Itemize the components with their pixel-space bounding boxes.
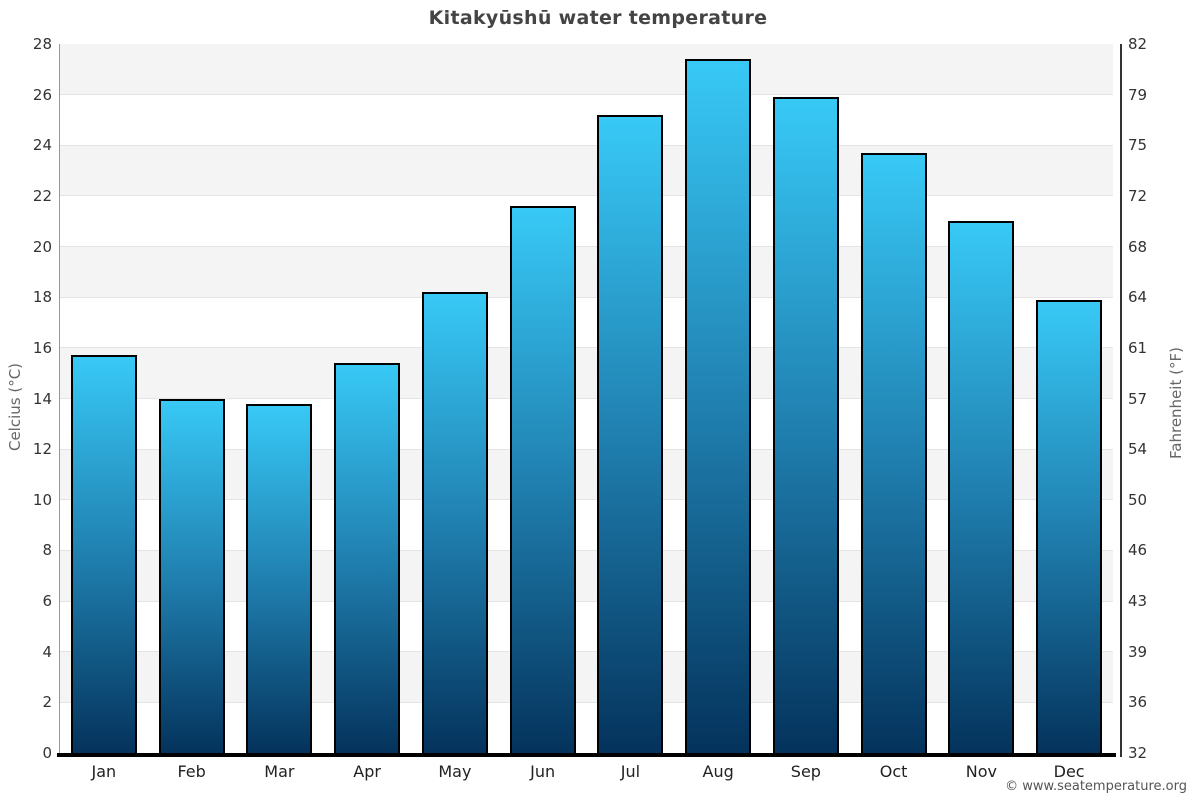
- bar-oct: [860, 152, 927, 753]
- bar-jun: [509, 206, 576, 753]
- gridline: [60, 246, 1113, 248]
- plot-band: [60, 195, 1113, 247]
- y-tick-fahrenheit-79: 79: [1128, 85, 1148, 104]
- y-tick-fahrenheit-75: 75: [1128, 136, 1148, 155]
- plot-band: [60, 398, 1113, 450]
- plot-band: [60, 601, 1113, 652]
- y-tick-fahrenheit-64: 64: [1128, 288, 1148, 307]
- y-tick-celsius-10: 10: [32, 490, 52, 509]
- gridline: [60, 549, 1113, 551]
- y-tick-celsius-2: 2: [42, 693, 52, 712]
- y-tick-celsius-12: 12: [32, 440, 52, 459]
- plot-band: [60, 347, 1113, 399]
- gridline: [60, 347, 1113, 349]
- bar-feb: [158, 398, 225, 753]
- gridline: [60, 651, 1113, 653]
- month-label-feb: Feb: [177, 762, 206, 781]
- y-tick-fahrenheit-46: 46: [1128, 541, 1148, 560]
- y-tick-celsius-24: 24: [32, 136, 52, 155]
- month-label-mar: Mar: [264, 762, 295, 781]
- bar-aug: [685, 59, 752, 753]
- gridline: [60, 94, 1113, 96]
- y-tick-fahrenheit-50: 50: [1128, 490, 1148, 509]
- y-tick-fahrenheit-54: 54: [1128, 440, 1148, 459]
- y-tick-celsius-22: 22: [32, 186, 52, 205]
- y-tick-fahrenheit-57: 57: [1128, 389, 1148, 408]
- y-tick-celsius-0: 0: [42, 744, 52, 762]
- bar-apr: [334, 363, 401, 753]
- plot-band: [60, 145, 1113, 196]
- y-tick-celsius-18: 18: [32, 288, 52, 307]
- month-label-sep: Sep: [790, 762, 821, 781]
- bar-mar: [246, 403, 313, 753]
- plot-band: [60, 651, 1113, 703]
- y-tick-celsius-26: 26: [32, 85, 52, 104]
- chart-title: Kitakyūshū water temperature: [428, 7, 768, 29]
- gridline: [60, 499, 1113, 501]
- y-tick-fahrenheit-61: 61: [1128, 338, 1148, 357]
- month-label-dec: Dec: [1053, 762, 1085, 781]
- y-tick-fahrenheit-43: 43: [1128, 592, 1148, 611]
- y-tick-celsius-16: 16: [32, 338, 52, 357]
- y-tick-celsius-20: 20: [32, 237, 52, 256]
- bar-jan: [70, 355, 137, 753]
- gridline: [60, 448, 1113, 450]
- y-tick-fahrenheit-72: 72: [1128, 186, 1148, 205]
- month-label-may: May: [438, 762, 472, 781]
- month-label-aug: Aug: [702, 762, 734, 781]
- bar-sep: [772, 97, 839, 753]
- gridline: [60, 195, 1113, 197]
- month-label-nov: Nov: [965, 762, 997, 781]
- month-label-jan: Jan: [91, 762, 117, 781]
- plot-band: [60, 44, 1113, 95]
- y-tick-fahrenheit-39: 39: [1128, 642, 1148, 661]
- bar-dec: [1036, 299, 1103, 753]
- plot-band: [60, 297, 1113, 348]
- copyright-footer: © www.seatemperature.org: [1005, 779, 1187, 794]
- plot-area: [60, 44, 1113, 753]
- plot-band: [60, 550, 1113, 602]
- plot-band: [60, 246, 1113, 298]
- y-tick-fahrenheit-32: 32: [1128, 744, 1148, 762]
- bar-nov: [948, 221, 1015, 753]
- plot-band: [60, 449, 1113, 500]
- plot-band: [60, 702, 1113, 753]
- bar-jul: [597, 114, 664, 753]
- y-tick-fahrenheit-68: 68: [1128, 237, 1148, 256]
- y-tick-celsius-28: 28: [32, 35, 52, 53]
- gridline: [60, 144, 1113, 146]
- y-tick-celsius-14: 14: [32, 389, 52, 408]
- bar-may: [421, 292, 488, 753]
- month-label-apr: Apr: [353, 762, 381, 781]
- plot-band: [60, 499, 1113, 551]
- gridline: [60, 398, 1113, 399]
- gridline: [60, 701, 1113, 703]
- y-tick-fahrenheit-36: 36: [1128, 693, 1148, 712]
- y-tick-celsius-6: 6: [42, 592, 52, 611]
- month-label-jun: Jun: [530, 762, 556, 781]
- y-axis-line-left: [59, 44, 60, 753]
- y-tick-celsius-4: 4: [42, 642, 52, 661]
- month-label-oct: Oct: [879, 762, 908, 781]
- gridline: [60, 296, 1113, 298]
- month-label-jul: Jul: [620, 762, 641, 781]
- gridline: [60, 600, 1113, 602]
- y-axis-line-right: [1120, 44, 1122, 757]
- y-tick-celsius-8: 8: [42, 541, 52, 560]
- y-tick-fahrenheit-82: 82: [1128, 35, 1148, 53]
- x-axis-line: [57, 753, 1116, 757]
- plot-band: [60, 94, 1113, 146]
